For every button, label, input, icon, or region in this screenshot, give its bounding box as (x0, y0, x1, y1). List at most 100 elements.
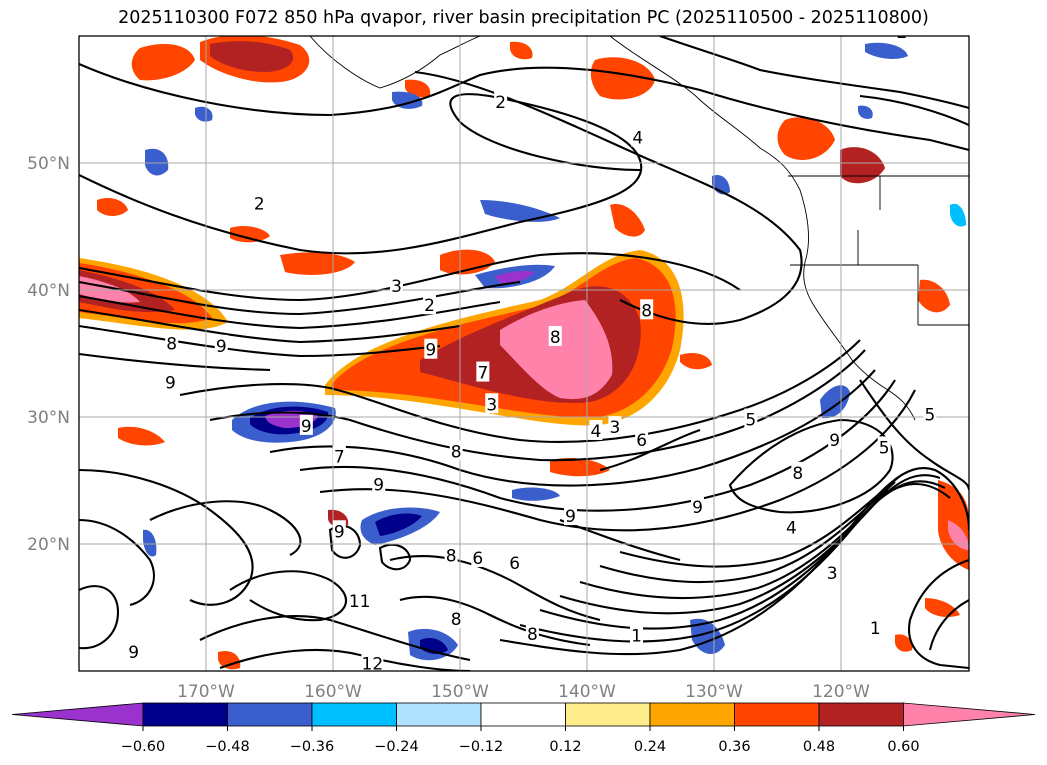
contour-label-bg (828, 428, 842, 449)
contour-label-bg (424, 338, 438, 359)
longitude-tick-labels: 170°W 160°W 150°W 140°W 130°W 120°W (177, 682, 870, 702)
contour-label-bg (390, 275, 403, 296)
contour-label-bg (476, 361, 490, 382)
contour-label: 8 (446, 546, 457, 566)
contour-label: 1 (631, 626, 642, 646)
contour-label-bg (449, 607, 463, 628)
contour-label-bg (372, 473, 386, 494)
colorbar-label: 0.36 (718, 739, 750, 755)
contour-label-bg (630, 624, 644, 645)
contour-label: 6 (636, 431, 647, 451)
contour-label: 10 (1032, 633, 1047, 653)
contour-label-bg (423, 294, 437, 315)
contour-label-bg (589, 419, 603, 440)
colorbar-swatch (480, 702, 566, 727)
positive-anomaly-shading (79, 36, 969, 670)
lon-label-120w: 120°W (812, 682, 870, 702)
contour-label-bg (525, 623, 539, 644)
contour-label-bg (640, 299, 654, 320)
colorbar-swatch (818, 702, 904, 727)
lon-label-170w: 170°W (177, 682, 235, 702)
contour-label: 3 (486, 395, 497, 415)
contour-labels: 2242231298889937397834659845529993986611… (127, 23, 1047, 671)
contour-label-bg (449, 440, 463, 461)
contour-label: 8 (641, 301, 652, 321)
contour-label: 8 (451, 442, 462, 462)
contour-label-bg (1015, 203, 1028, 223)
contour-label: 3 (610, 418, 621, 438)
colorbar-swatch (649, 702, 735, 727)
contour-label: 2 (495, 93, 506, 113)
contour-label: 7 (334, 447, 345, 467)
colorbar-label: −0.48 (205, 739, 249, 755)
contour-label: 2 (424, 296, 435, 316)
contour-label: 8 (1016, 205, 1027, 225)
contour-label-bg (1038, 78, 1047, 98)
colorbar-swatch (734, 702, 820, 727)
contour-label-bg (471, 546, 485, 567)
latitude-tick-labels: 50°N 40°N 30°N 20°N (27, 154, 70, 555)
lon-label-130w: 130°W (685, 682, 743, 702)
contour-label-bg (252, 192, 266, 213)
contour-label: 2 (1015, 240, 1026, 260)
contour-label: 9 (301, 417, 312, 437)
contour-label: 9 (692, 498, 703, 518)
lat-label-40n: 40°N (27, 281, 70, 301)
contour-label: 8 (792, 464, 803, 484)
contour-label-bg (1014, 238, 1027, 258)
contour-label-bg (784, 516, 798, 537)
contour-label-bg (163, 371, 177, 392)
contour-label: 2 (968, 441, 979, 461)
contour-label: 11 (349, 592, 371, 612)
contour-label: 9 (216, 337, 227, 357)
contour-label-bg (868, 616, 882, 637)
lat-label-30n: 30°N (27, 408, 70, 428)
contour-label: 8 (527, 625, 538, 645)
colorbar-swatch (311, 702, 397, 727)
coastlines-and-borders (309, 36, 969, 421)
lon-label-160w: 160°W (304, 682, 362, 702)
contour-label: 4 (590, 422, 601, 442)
contour-label-bg (548, 325, 562, 346)
contour-label-bg (631, 126, 645, 147)
contour-label: 7 (477, 364, 488, 384)
colorbar-label: 0.60 (887, 739, 919, 755)
contour-label: 9 (373, 475, 384, 495)
colorbar: −0.60 −0.48 −0.36 −0.24 −0.12 0.12 0.24 0.36 0.4… (11, 702, 1036, 755)
colorbar-label: −0.24 (374, 739, 418, 755)
lon-label-150w: 150°W (431, 682, 489, 702)
colorbar-swatch (396, 702, 482, 727)
contour-label-bg (332, 445, 346, 466)
contour-label: 1 (870, 619, 881, 639)
contour-label: 5 (924, 405, 935, 425)
lon-label-140w: 140°W (558, 682, 616, 702)
contour-label: 8 (550, 328, 561, 348)
colorbar-label: 0.12 (549, 739, 581, 755)
contour-label-bg (877, 436, 891, 457)
contour-label-bg (127, 640, 141, 661)
contour-label: 9 (128, 643, 139, 663)
contour-label-bg (923, 403, 937, 424)
contour-label-bg (608, 416, 622, 437)
contour-label-bg (635, 428, 649, 449)
contour-label: 9 (565, 507, 576, 527)
contour-label-bg (1024, 500, 1037, 520)
colorbar-label: 0.24 (634, 739, 666, 755)
contour-label: 2 (897, 23, 908, 43)
contour-label: 9 (829, 431, 840, 451)
contour-label-bg (485, 393, 499, 414)
contour-label: 5 (879, 438, 890, 458)
contour-label: 6 (472, 549, 483, 569)
contour-label: 9 (165, 374, 176, 394)
contour-label-bg (508, 552, 522, 573)
contour-label: 6 (509, 554, 520, 574)
lat-lon-gridlines (79, 36, 969, 671)
contour-label-bg (332, 520, 346, 541)
contour-label: 4 (632, 129, 643, 149)
contour-label: 8 (1025, 502, 1036, 522)
contour-label: 2 (1032, 527, 1043, 547)
colorbar-label: −0.36 (290, 739, 334, 755)
contour-label-bg (895, 36, 909, 42)
contour-label-bg (214, 334, 228, 355)
